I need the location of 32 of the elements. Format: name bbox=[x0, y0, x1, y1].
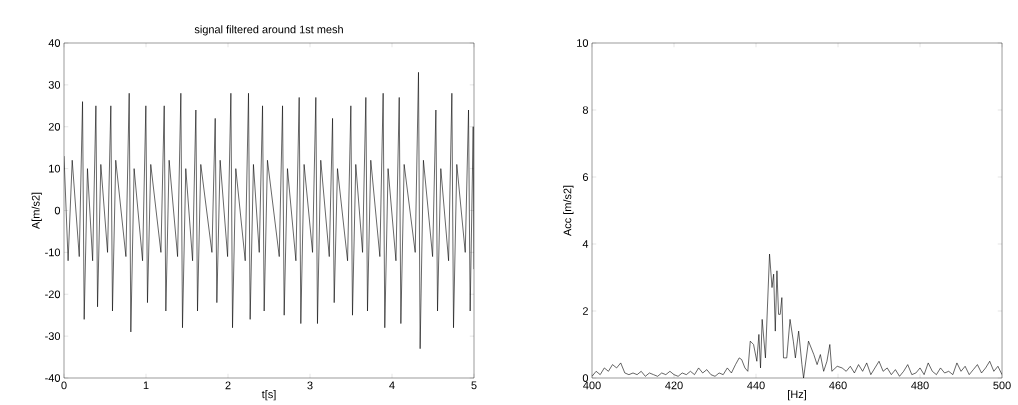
y-axis-title: A[m/s2] bbox=[31, 192, 42, 230]
x-tick-label: 3 bbox=[307, 381, 313, 390]
y-tick-label: -20 bbox=[45, 290, 61, 299]
y-tick-label: 2 bbox=[582, 307, 588, 315]
y-axis-title: Acc [m/s2] bbox=[563, 185, 574, 237]
x-tick-label: 400 bbox=[583, 381, 601, 390]
x-tick-label: 460 bbox=[829, 381, 847, 390]
y-tick-label: 6 bbox=[582, 173, 589, 181]
x-tick-label: 420 bbox=[665, 381, 683, 390]
x-tick-label: 1 bbox=[143, 381, 149, 390]
y-tick-label: -30 bbox=[45, 332, 61, 341]
y-tick-label: 10 bbox=[49, 164, 61, 173]
y-tick-label: 0 bbox=[582, 374, 589, 382]
y-tick-label: 0 bbox=[54, 206, 61, 215]
y-tick-label: 4 bbox=[582, 240, 589, 248]
x-tick-label: 440 bbox=[747, 381, 765, 390]
y-tick-label: 20 bbox=[48, 122, 61, 131]
chart-title: signal filtered around 1st mesh bbox=[194, 25, 343, 36]
y-tick-label: -40 bbox=[45, 374, 61, 382]
x-tick-label: 500 bbox=[993, 381, 1011, 390]
y-tick-label: 30 bbox=[48, 81, 61, 89]
y-tick-label: 8 bbox=[582, 106, 589, 114]
y-tick-label: 10 bbox=[577, 39, 589, 47]
y-tick-label: -10 bbox=[45, 248, 61, 257]
x-tick-label: 5 bbox=[471, 381, 477, 390]
y-tick-label: 40 bbox=[48, 39, 61, 47]
x-axis-title: t[s] bbox=[261, 390, 276, 401]
x-axis-title: [Hz] bbox=[788, 390, 806, 401]
x-tick-label: 480 bbox=[911, 381, 929, 390]
x-tick-label: 2 bbox=[225, 381, 231, 390]
x-tick-label: 4 bbox=[389, 381, 395, 390]
x-tick-label: 0 bbox=[61, 381, 67, 390]
